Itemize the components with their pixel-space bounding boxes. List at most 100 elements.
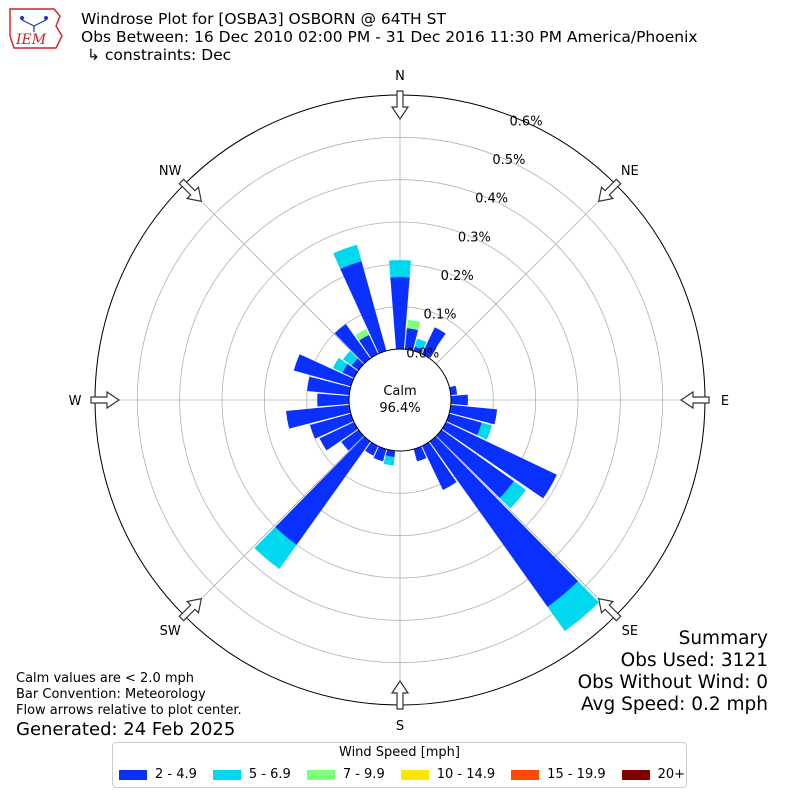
windrose-bar	[389, 260, 411, 278]
flow-arrow-icon	[597, 178, 622, 203]
direction-label: NW	[159, 164, 182, 179]
legend-label: 20+	[657, 767, 686, 782]
radial-tick-label: 0.3%	[458, 230, 491, 245]
windrose-bar	[334, 324, 371, 364]
legend-item: 20+	[621, 767, 686, 782]
flow-arrow-icon	[178, 597, 203, 622]
windrose-bar	[293, 354, 354, 387]
logo-text: IEM	[15, 32, 47, 48]
legend-swatch	[306, 769, 335, 780]
legend: Wind Speed [mph] 2 - 4.9 5 - 6.9 7 - 9.9 10…	[112, 742, 687, 788]
windrose-bar	[310, 413, 354, 439]
windrose-bar	[383, 455, 395, 466]
direction-label: E	[721, 394, 729, 409]
legend-label: 10 - 14.9	[436, 767, 496, 782]
note-calm: Calm values are < 2.0 mph	[16, 671, 195, 686]
windrose-bar	[342, 363, 358, 379]
note-bar-convention: Bar Convention: Meteorology	[16, 687, 206, 702]
windrose-bar	[413, 446, 427, 462]
windrose-bar	[341, 429, 364, 451]
summary-obs-without-wind: Obs Without Wind: 0	[577, 672, 768, 693]
windrose-bar	[449, 404, 498, 425]
flow-arrow-icon	[90, 390, 121, 410]
legend-label: 5 - 6.9	[248, 767, 291, 782]
summary-avg-speed: Avg Speed: 0.2 mph	[580, 694, 768, 715]
legend-label: 2 - 4.9	[155, 767, 197, 782]
flow-arrow-icon	[390, 679, 410, 710]
grid-ring	[179, 179, 621, 621]
calm-circle	[348, 348, 452, 452]
radial-tick-label: 0.4%	[475, 192, 508, 207]
windrose-bar	[342, 350, 358, 366]
legend-swatch	[212, 769, 241, 780]
legend-swatch	[511, 769, 540, 780]
windrose-bar	[477, 422, 492, 440]
legend-label: 15 - 19.9	[547, 767, 606, 782]
windrose-bar	[404, 328, 419, 351]
flow-arrow-icon	[679, 390, 710, 410]
windrose-bar	[359, 334, 379, 358]
windrose-bar	[390, 277, 410, 350]
windrose-bar	[413, 346, 423, 354]
windrose-bar	[421, 327, 446, 358]
grid-ring	[221, 221, 579, 579]
direction-label: SE	[622, 624, 638, 639]
summary-title: Summary	[678, 628, 768, 649]
summary-obs-used: Obs Used: 3121	[620, 650, 768, 671]
windrose-bar	[317, 393, 350, 407]
legend-swatch	[621, 769, 650, 780]
grid-ring	[136, 136, 664, 664]
windrose-bar	[406, 319, 421, 331]
radial-tick-label: 0.1%	[423, 308, 456, 323]
legend-label: 7 - 9.9	[342, 767, 385, 782]
windrose-bar	[385, 449, 396, 458]
chart-subtitle: Obs Between: 16 Dec 2010 02:00 PM - 31 D…	[81, 28, 698, 46]
windrose-bar	[373, 446, 387, 462]
direction-label: N	[395, 69, 405, 84]
windrose-bar	[365, 442, 379, 456]
windrose-bar	[332, 357, 348, 373]
chart-title: Windrose Plot for [OSBA3] OSBORN @ 64TH …	[81, 10, 446, 28]
generated-date: Generated: 24 Feb 2025	[16, 719, 236, 740]
windrose-bar	[414, 338, 427, 350]
legend-title: Wind Speed [mph]	[339, 745, 460, 760]
windrose-bar	[340, 261, 387, 354]
windrose-bar	[429, 436, 579, 607]
direction-label: NE	[621, 164, 639, 179]
legend-item: 10 - 14.9	[400, 767, 496, 782]
direction-label: SW	[160, 624, 181, 639]
legend-item: 2 - 4.9	[119, 767, 197, 782]
legend-item: 5 - 6.9	[212, 767, 291, 782]
windrose-bar	[436, 429, 514, 499]
radial-tick-label: 0.6%	[510, 114, 543, 129]
windrose-bar	[547, 581, 599, 632]
note-flow-arrows: Flow arrows relative to plot center.	[16, 703, 242, 718]
windrose-bar	[254, 526, 297, 570]
calm-label: Calm	[383, 384, 416, 399]
flow-arrow-icon	[178, 178, 203, 203]
windrose-bar	[286, 404, 351, 429]
flow-arrow-icon	[597, 597, 622, 622]
windrose-bar	[333, 244, 362, 269]
direction-label: W	[69, 394, 82, 409]
legend-swatch	[119, 769, 147, 780]
constraints-text: ↳ constraints: Dec	[87, 46, 232, 64]
radial-tick-label: 0.5%	[492, 153, 525, 168]
direction-label: S	[396, 719, 404, 734]
windrose-bar	[421, 442, 457, 490]
calm-percent: 96.4%	[379, 401, 420, 416]
legend-item: 7 - 9.9	[306, 767, 385, 782]
windrose-bar	[450, 394, 468, 406]
summary-panel: Summary Obs Used: 3121 Obs Without Wind:…	[578, 628, 768, 716]
windrose-bar	[449, 385, 458, 396]
notes-panel: Calm values are < 2.0 mph Bar Convention…	[16, 671, 242, 719]
windrose-bar	[446, 413, 482, 436]
windrose-bar	[355, 329, 369, 341]
windrose-bar	[499, 481, 526, 509]
radial-tick-label: 0.0%	[406, 346, 439, 361]
windrose-bar	[307, 376, 351, 396]
iem-logo: IEM	[9, 8, 63, 49]
windrose-bar	[319, 421, 358, 451]
radial-tick-label: 0.2%	[441, 269, 474, 284]
